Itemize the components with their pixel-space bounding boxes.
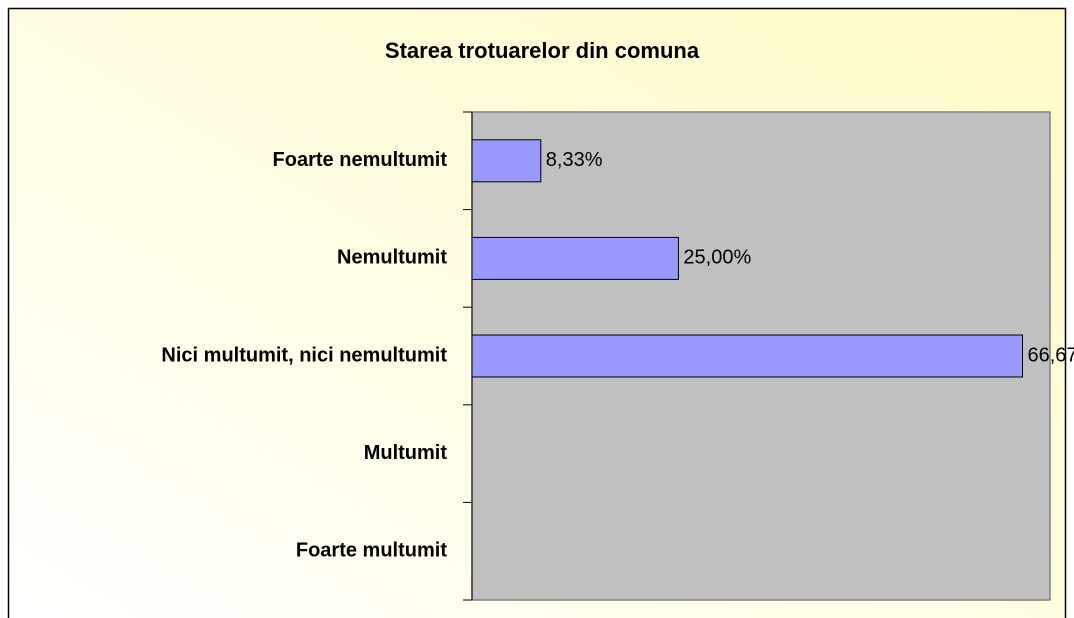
data-label: 25,00% [683,247,751,269]
chart-title: Starea trotuarelor din comuna [385,38,700,63]
y-tick-label: Nemultumit [337,247,447,269]
data-label: 8,33% [546,149,603,171]
bar [471,139,542,183]
bar [471,334,1024,378]
y-tick-label: Nici multumit, nici nemultumit [161,344,447,366]
data-label: 66,67% [1028,344,1074,366]
y-tick-label: Foarte multumit [296,539,447,561]
y-tick-label: Foarte nemultumit [273,149,448,171]
y-tick-label: Multumit [364,442,448,464]
bar [471,236,679,280]
